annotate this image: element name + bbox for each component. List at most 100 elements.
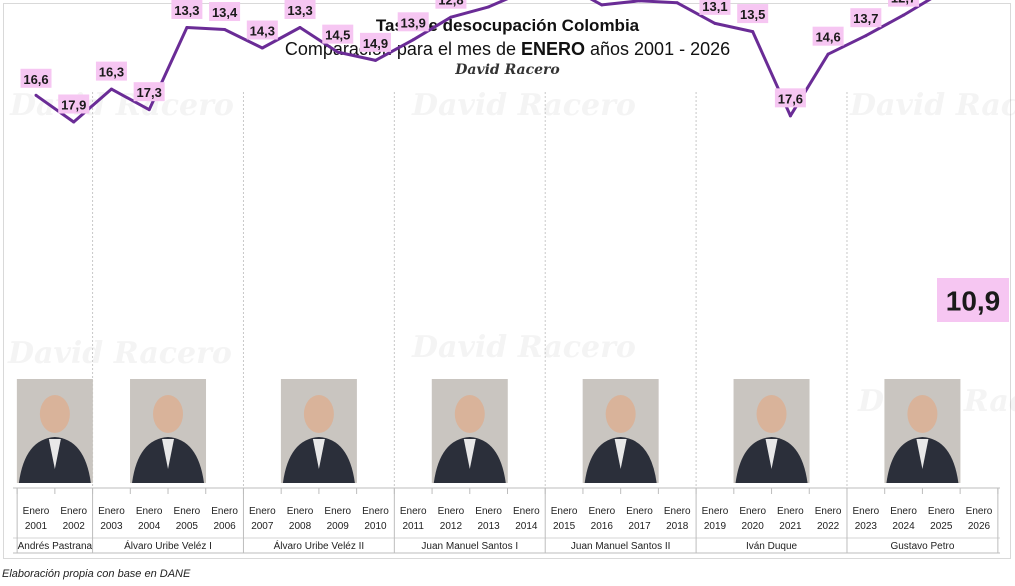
x-tick-year: 2026 (968, 521, 991, 532)
data-point (34, 93, 38, 97)
data-label-background (95, 61, 127, 81)
data-label: 14,3 (250, 24, 275, 39)
data-label-background (20, 68, 52, 88)
data-point (109, 87, 113, 91)
data-point (373, 58, 377, 62)
x-tick-month: Enero (664, 506, 691, 517)
x-tick-year: 2022 (817, 521, 840, 532)
data-label: 17,3 (137, 85, 162, 100)
data-label-background (133, 82, 165, 102)
data-point (260, 46, 264, 50)
x-tick-year: 2007 (251, 521, 274, 532)
data-label-background (812, 26, 844, 46)
portrait-shirt (312, 439, 325, 469)
data-label: 13,9 (401, 15, 426, 30)
subtitle-suffix: años 2001 - 2026 (585, 39, 731, 59)
x-tick-year: 2021 (779, 521, 802, 532)
data-point (223, 28, 227, 32)
chart-title: Tasa de desocupación Colombia (375, 16, 640, 35)
x-tick-month: Enero (211, 506, 238, 517)
data-point (751, 30, 755, 34)
data-point (298, 25, 302, 29)
period-label: Álvaro Uribe Veléz II (274, 539, 365, 552)
x-tick-month: Enero (287, 506, 314, 517)
x-tick-year: 2018 (666, 521, 689, 532)
data-label: 13,3 (287, 3, 312, 18)
data-point (411, 38, 415, 42)
portrait-head (907, 395, 938, 433)
president-portrait (16, 379, 93, 483)
x-tick-month: Enero (739, 506, 766, 517)
x-tick-year: 2006 (213, 521, 236, 532)
x-tick-month: Enero (23, 506, 50, 517)
x-tick-month: Enero (324, 506, 351, 517)
data-label-background (699, 0, 731, 15)
period-label: Juan Manuel Santos I (421, 541, 518, 552)
data-point (638, 0, 642, 3)
x-tick-year: 2012 (440, 521, 463, 532)
data-label: 12,7 (891, 0, 916, 6)
president-portrait (130, 379, 207, 483)
x-tick-year: 2008 (289, 521, 312, 532)
x-tick-month: Enero (475, 506, 502, 517)
data-point (902, 13, 906, 17)
author-signature: David Racero (455, 62, 560, 78)
x-tick-year: 2001 (25, 521, 48, 532)
portrait-shirt (765, 439, 778, 469)
president-portrait (280, 379, 357, 483)
portrait-head (153, 395, 184, 433)
data-label-background (737, 4, 769, 24)
data-point (864, 34, 868, 38)
president-portrait (582, 379, 659, 483)
x-tick-year: 2010 (364, 521, 387, 532)
data-label: 16,3 (99, 65, 124, 80)
data-label: 13,3 (174, 3, 199, 18)
president-portrait (884, 379, 961, 483)
data-point (713, 21, 717, 25)
x-tick-year: 2016 (591, 521, 614, 532)
x-tick-year: 2009 (327, 521, 350, 532)
x-tick-year: 2020 (742, 521, 765, 532)
data-point (487, 5, 491, 9)
x-tick-month: Enero (702, 506, 729, 517)
x-tick-month: Enero (928, 506, 955, 517)
x-tick-month: Enero (777, 506, 804, 517)
period-label: Gustavo Petro (890, 541, 954, 552)
data-point (449, 15, 453, 19)
data-point (826, 52, 830, 56)
x-tick-year: 2014 (515, 521, 538, 532)
x-tick-month: Enero (400, 506, 427, 517)
data-point (675, 1, 679, 5)
portrait-shirt (162, 439, 175, 469)
period-label: Andrés Pastrana (18, 541, 93, 552)
data-label: 13,1 (702, 0, 727, 14)
x-tick-year: 2019 (704, 521, 727, 532)
portrait-head (39, 395, 70, 433)
x-tick-month: Enero (890, 506, 917, 517)
data-label: 14,9 (363, 36, 388, 51)
data-label-background (171, 0, 203, 19)
portrait-shirt (48, 439, 61, 469)
data-label-background (937, 278, 1009, 322)
data-label-background (397, 12, 429, 32)
x-tick-month: Enero (513, 506, 540, 517)
x-tick-year: 2004 (138, 521, 161, 532)
data-label: 14,6 (815, 30, 840, 45)
x-tick-month: Enero (852, 506, 879, 517)
president-portrait (733, 379, 810, 483)
data-label: 13,5 (740, 7, 765, 22)
footnote: Elaboración propia con base en DANE (2, 568, 191, 580)
x-tick-year: 2003 (100, 521, 123, 532)
x-tick-month: Enero (136, 506, 163, 517)
x-tick-year: 2023 (855, 521, 878, 532)
portrait-head (756, 395, 787, 433)
portrait-head (605, 395, 636, 433)
data-point (788, 114, 792, 118)
data-label: 16,6 (23, 72, 48, 87)
x-tick-year: 2005 (176, 521, 199, 532)
data-point (147, 108, 151, 112)
x-tick-month: Enero (249, 506, 276, 517)
data-label: 13,4 (212, 5, 238, 20)
x-tick-month: Enero (438, 506, 465, 517)
series-line (35, 0, 932, 124)
